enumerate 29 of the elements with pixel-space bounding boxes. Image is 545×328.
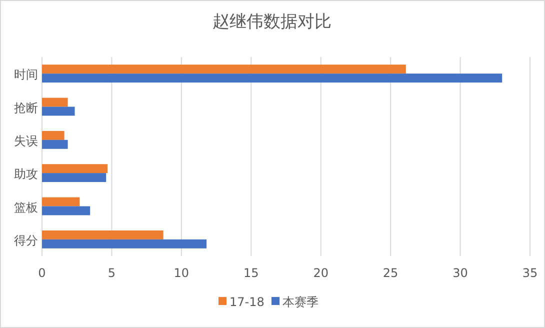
x-tick-label: 35 xyxy=(522,266,538,280)
bar xyxy=(42,74,502,83)
bar xyxy=(42,173,106,182)
y-tick-label: 抢断 xyxy=(14,100,38,115)
bar xyxy=(42,106,75,116)
bar xyxy=(42,230,164,240)
bar xyxy=(42,98,68,107)
bar xyxy=(42,239,207,248)
x-tick-label: 5 xyxy=(108,266,116,280)
x-tick-label: 30 xyxy=(452,266,468,280)
y-tick-label: 助攻 xyxy=(14,167,38,182)
bar xyxy=(42,64,406,74)
x-tick-label: 20 xyxy=(313,266,328,280)
bar xyxy=(42,140,68,149)
bar xyxy=(42,197,80,206)
y-tick-label: 得分 xyxy=(14,233,38,248)
y-tick-label: 失误 xyxy=(14,134,38,148)
bar xyxy=(42,130,64,140)
bar xyxy=(42,206,90,216)
bar xyxy=(42,164,108,174)
x-tick-label: 25 xyxy=(382,266,398,280)
y-tick-label: 时间 xyxy=(14,68,38,82)
chart-title: 赵继伟数据对比 xyxy=(212,12,332,32)
x-tick-label: 10 xyxy=(174,266,190,280)
x-tick-label: 15 xyxy=(244,266,259,280)
legend-label: 本赛季 xyxy=(282,295,318,309)
legend-label: 17-18 xyxy=(230,295,264,309)
y-tick-label: 篮板 xyxy=(14,200,38,214)
x-tick-label: 0 xyxy=(38,266,46,280)
